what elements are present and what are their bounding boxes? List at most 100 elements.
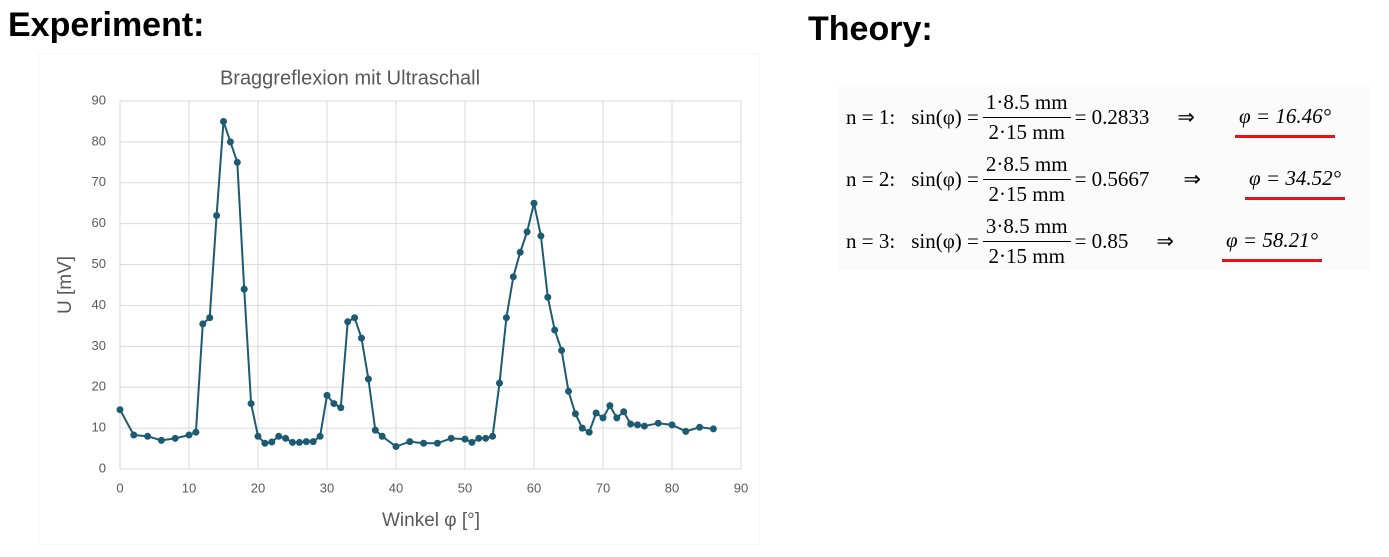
data-point [537, 232, 545, 240]
data-point [544, 293, 552, 301]
data-point [351, 314, 359, 322]
x-tick-label: 50 [458, 480, 472, 495]
data-point [144, 432, 152, 440]
x-tick-label: 90 [734, 480, 748, 495]
data-point [620, 408, 628, 416]
theory-box: n = 1: sin(φ) = 1·8.5 mm 2·15 mm = 0.2833 ⇒ φ … [838, 85, 1370, 270]
y-tick-label: 80 [92, 133, 106, 148]
data-point [433, 439, 441, 447]
x-tick-label: 80 [665, 480, 679, 495]
data-point [530, 199, 538, 207]
data-point [282, 434, 290, 442]
y-tick-label: 20 [92, 379, 106, 394]
data-point [323, 391, 331, 399]
arrow: ⇒ [1177, 104, 1196, 129]
data-point [302, 438, 310, 446]
heading: Experiment: [8, 6, 205, 44]
y-axis-label: U [mV] [55, 256, 76, 314]
y-tick-label: 40 [92, 297, 106, 312]
x-tick-label: 0 [116, 480, 123, 495]
equation-result: = 0.2833 [1074, 104, 1150, 129]
data-point [585, 428, 593, 436]
numerator: 2·8.5 mm [982, 152, 1071, 180]
heading: Theory: [808, 10, 933, 48]
y-tick-label: 0 [99, 460, 106, 475]
data-point [157, 436, 165, 444]
fraction: 2·8.5 mm 2·15 mm [982, 152, 1071, 207]
data-point [634, 421, 641, 429]
data-point [696, 423, 704, 431]
data-point [268, 438, 276, 446]
data-point [420, 439, 428, 447]
data-point [330, 400, 338, 408]
y-tick-label: 10 [92, 420, 106, 435]
denominator: 2·15 mm [988, 243, 1065, 268]
data-point [682, 427, 690, 435]
x-tick-label: 70 [596, 480, 610, 495]
data-point [502, 314, 510, 322]
data-point [344, 318, 352, 326]
data-point [447, 434, 455, 442]
equation-label: n = 1: [846, 104, 896, 129]
y-tick-label: 50 [92, 256, 106, 271]
data-point [516, 248, 524, 256]
data-point [199, 320, 207, 328]
data-point [406, 438, 414, 446]
data-point [116, 406, 124, 414]
data-point [316, 432, 324, 440]
x-tick-label: 40 [389, 480, 403, 495]
equation-row: n = 1: sin(φ) = 1·8.5 mm 2·15 mm = 0.2833 ⇒ φ … [846, 87, 1335, 147]
data-point [627, 420, 635, 428]
data-point [309, 438, 317, 446]
equation-lhs: sin(φ) = [911, 166, 979, 191]
data-point [489, 432, 497, 440]
data-point [206, 314, 214, 322]
data-point [275, 432, 283, 440]
data-point [226, 138, 234, 146]
answer: φ = 58.21° [1222, 228, 1322, 262]
x-tick-label: 30 [320, 480, 334, 495]
data-point [654, 419, 662, 427]
data-point [378, 432, 386, 440]
equation-row: n = 3: sin(φ) = 3·8.5 mm 2·15 mm = 0.85 ⇒ φ = … [846, 211, 1322, 271]
data-point [468, 438, 476, 446]
numerator: 3·8.5 mm [982, 214, 1071, 242]
data-point [668, 421, 676, 429]
chart: Braggreflexion mit Ultraschall Winkel φ … [38, 53, 760, 545]
numerator: 1·8.5 mm [982, 90, 1071, 118]
data-point [606, 402, 614, 410]
denominator: 2·15 mm [988, 181, 1065, 206]
x-tick-label: 60 [527, 480, 541, 495]
y-tick-label: 90 [92, 92, 106, 107]
data-point [599, 414, 607, 422]
equation-row: n = 2: sin(φ) = 2·8.5 mm 2·15 mm = 0.5667 ⇒ φ … [846, 149, 1345, 209]
equation-result: = 0.5667 [1074, 166, 1150, 191]
data-point [358, 334, 365, 342]
data-point [364, 375, 372, 383]
data-point [247, 400, 255, 408]
data-point [261, 439, 269, 447]
arrow: ⇒ [1156, 228, 1175, 253]
data-point [295, 438, 303, 446]
data-point [592, 409, 600, 417]
equation-label: n = 3: [846, 228, 896, 253]
data-point [475, 434, 483, 442]
data-point [185, 431, 193, 439]
y-tick-label: 60 [92, 215, 106, 230]
data-point [613, 414, 621, 422]
denominator: 2·15 mm [988, 119, 1065, 144]
data-point [371, 426, 379, 434]
fraction: 3·8.5 mm 2·15 mm [982, 214, 1071, 269]
data-point [496, 379, 503, 387]
chart-title: Braggreflexion mit Ultraschall [220, 67, 480, 89]
data-point [240, 285, 248, 293]
data-point [558, 346, 566, 354]
answer: φ = 16.46° [1235, 104, 1335, 138]
x-tick-label: 20 [251, 480, 265, 495]
data-point [337, 404, 345, 412]
data-point [709, 425, 717, 433]
x-axis-label: Winkel φ [°] [382, 510, 480, 531]
data-point [171, 434, 179, 442]
data-point [289, 438, 296, 446]
data-point [509, 273, 517, 281]
